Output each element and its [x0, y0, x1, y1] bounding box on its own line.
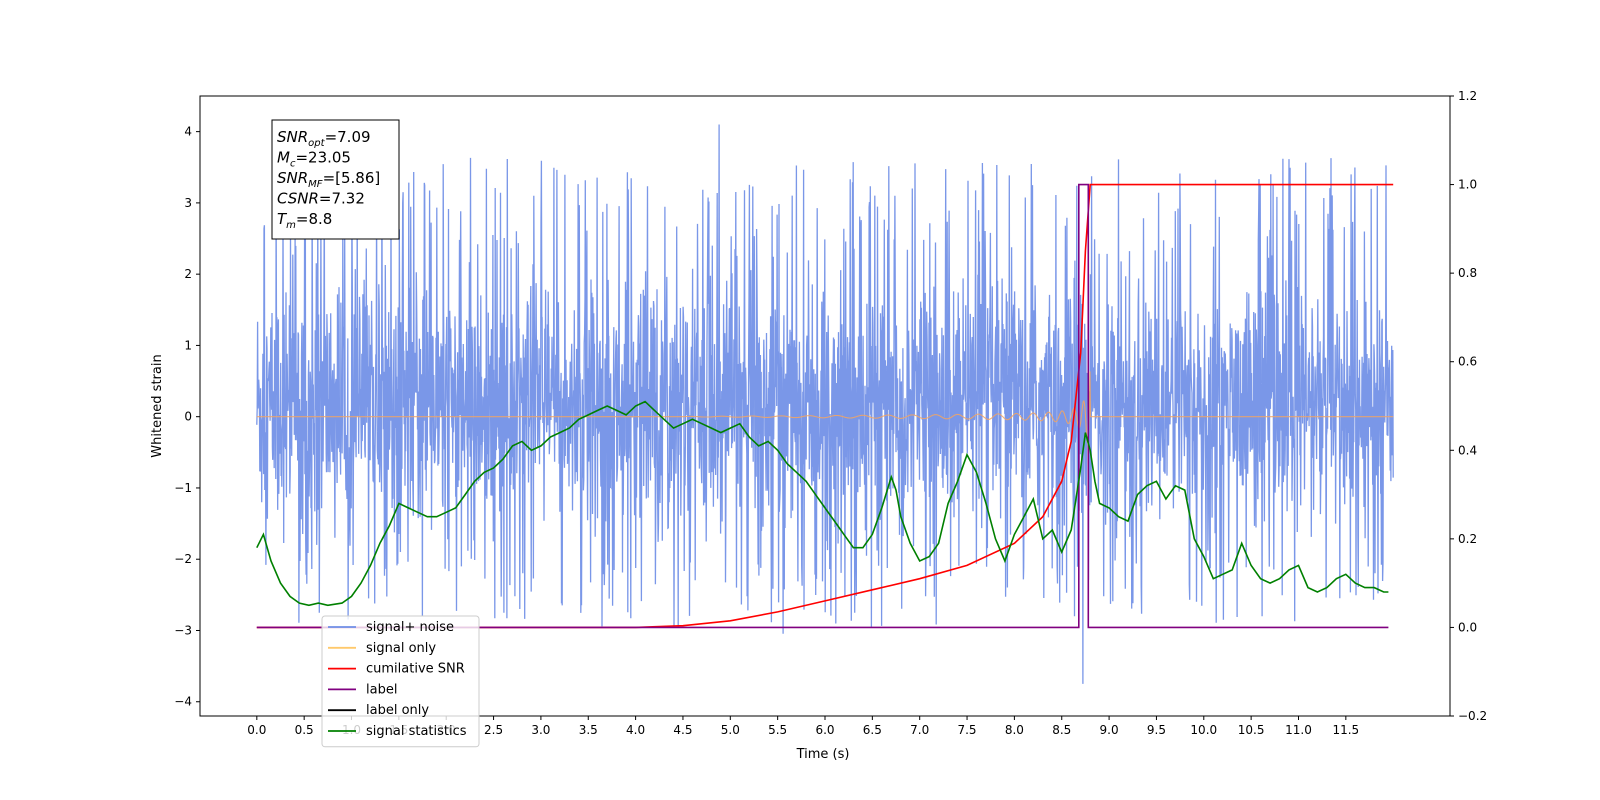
y2-tick-label: −0.2	[1458, 709, 1487, 723]
info-box-subscript: MF	[308, 179, 323, 190]
x-tick-label: 11.5	[1332, 723, 1359, 737]
x-tick-label: 3.0	[531, 723, 550, 737]
legend-label: signal statistics	[366, 724, 467, 739]
info-box-line: Tm=8.8	[277, 210, 332, 231]
y-axis-label: Whitened strain	[150, 354, 165, 457]
series-signal-noise-line	[256, 124, 1394, 684]
info-box-value: =8.8	[296, 210, 332, 228]
legend-label: label only	[366, 703, 429, 718]
x-tick-label: 9.5	[1147, 723, 1166, 737]
y2-tick-label: 0.0	[1458, 620, 1477, 634]
y2-tick-label: 0.6	[1458, 355, 1477, 369]
x-tick-label: 4.0	[626, 723, 645, 737]
y2-tick-label: 1.0	[1458, 178, 1477, 192]
x-tick-label: 6.0	[815, 723, 834, 737]
legend-frame	[321, 615, 480, 748]
y-tick-label: −4	[174, 695, 192, 709]
x-tick-label: 6.5	[863, 723, 882, 737]
x-tick-label: 7.5	[957, 723, 976, 737]
y2-tick-label: 0.4	[1458, 443, 1477, 457]
y2-tick-label: 1.2	[1458, 89, 1477, 103]
series-label-line	[256, 183, 1389, 629]
info-box-subscript: m	[286, 220, 296, 231]
series-signal-statistics-line	[256, 400, 1389, 607]
y-tick-label: 1	[184, 338, 192, 352]
info-box-symbol: T	[277, 210, 288, 228]
x-axis-label: Time (s)	[796, 747, 850, 762]
y-tick-label: 4	[184, 125, 192, 139]
info-box-symbol: M	[277, 149, 290, 167]
info-box-value: =7.09	[325, 128, 371, 146]
info-box: SNRopt=7.09Mc=23.05SNRMF=[5.86]CSNR=7.32…	[271, 119, 400, 240]
info-box-value: =7.32	[319, 190, 365, 208]
legend-label: signal+ noise	[366, 620, 454, 635]
info-box-subscript: opt	[308, 138, 325, 149]
legend: signal+ noise signal only cumilative SNR la…	[321, 615, 480, 748]
x-tick-label: 0.5	[295, 723, 314, 737]
legend-label: label	[366, 682, 397, 697]
x-tick-label: 8.0	[1005, 723, 1024, 737]
legend-label: signal only	[366, 641, 436, 656]
y2-tick-label: 0.2	[1458, 532, 1477, 546]
x-tick-label: 11.0	[1285, 723, 1312, 737]
y-tick-label: 2	[184, 267, 192, 281]
info-box-line: SNRMF=[5.86]	[277, 169, 380, 190]
info-box-symbol: SNR	[277, 169, 308, 187]
y-tick-label: 0	[184, 410, 192, 424]
x-tick-label: 3.5	[579, 723, 598, 737]
x-tick-label: 2.5	[484, 723, 503, 737]
x-tick-label: 7.0	[910, 723, 929, 737]
info-box-line: CSNR=7.32	[277, 190, 365, 208]
x-tick-label: 0.0	[247, 723, 266, 737]
y-tick-label: 3	[184, 196, 192, 210]
x-tick-label: 8.5	[1052, 723, 1071, 737]
info-box-symbol: SNR	[277, 128, 308, 146]
x-tick-label: 9.0	[1100, 723, 1119, 737]
info-box-line: SNRopt=7.09	[277, 128, 371, 149]
y-tick-label: −3	[174, 623, 192, 637]
x-tick-label: 5.0	[721, 723, 740, 737]
y-tick-label: −1	[174, 481, 192, 495]
info-box-line: Mc=23.05	[277, 149, 351, 170]
x-axis: 0.00.51.01.52.02.53.03.54.04.55.05.56.06…	[247, 716, 1359, 737]
x-tick-label: 10.5	[1238, 723, 1265, 737]
info-box-value: =[5.86]	[323, 169, 381, 187]
x-tick-label: 5.5	[768, 723, 787, 737]
legend-label: cumilative SNR	[366, 662, 465, 677]
x-tick-label: 4.5	[673, 723, 692, 737]
y-tick-label: −2	[174, 552, 192, 566]
y-axis-left: 4 3 2 1 0 −1 −2 −3 −4	[174, 125, 200, 709]
info-box-frame	[271, 119, 400, 240]
info-box-subscript: c	[290, 159, 296, 170]
info-box-value: =23.05	[295, 149, 351, 167]
info-box-symbol: CSNR	[277, 190, 319, 208]
series-signal-only-line	[256, 371, 1394, 444]
y2-tick-label: 0.8	[1458, 266, 1477, 280]
plot-area	[256, 124, 1394, 684]
y-axis-right: 1.2 1.0 0.8 0.6 0.4 0.2 0.0 −0.2	[1450, 89, 1487, 723]
x-tick-label: 10.0	[1190, 723, 1217, 737]
